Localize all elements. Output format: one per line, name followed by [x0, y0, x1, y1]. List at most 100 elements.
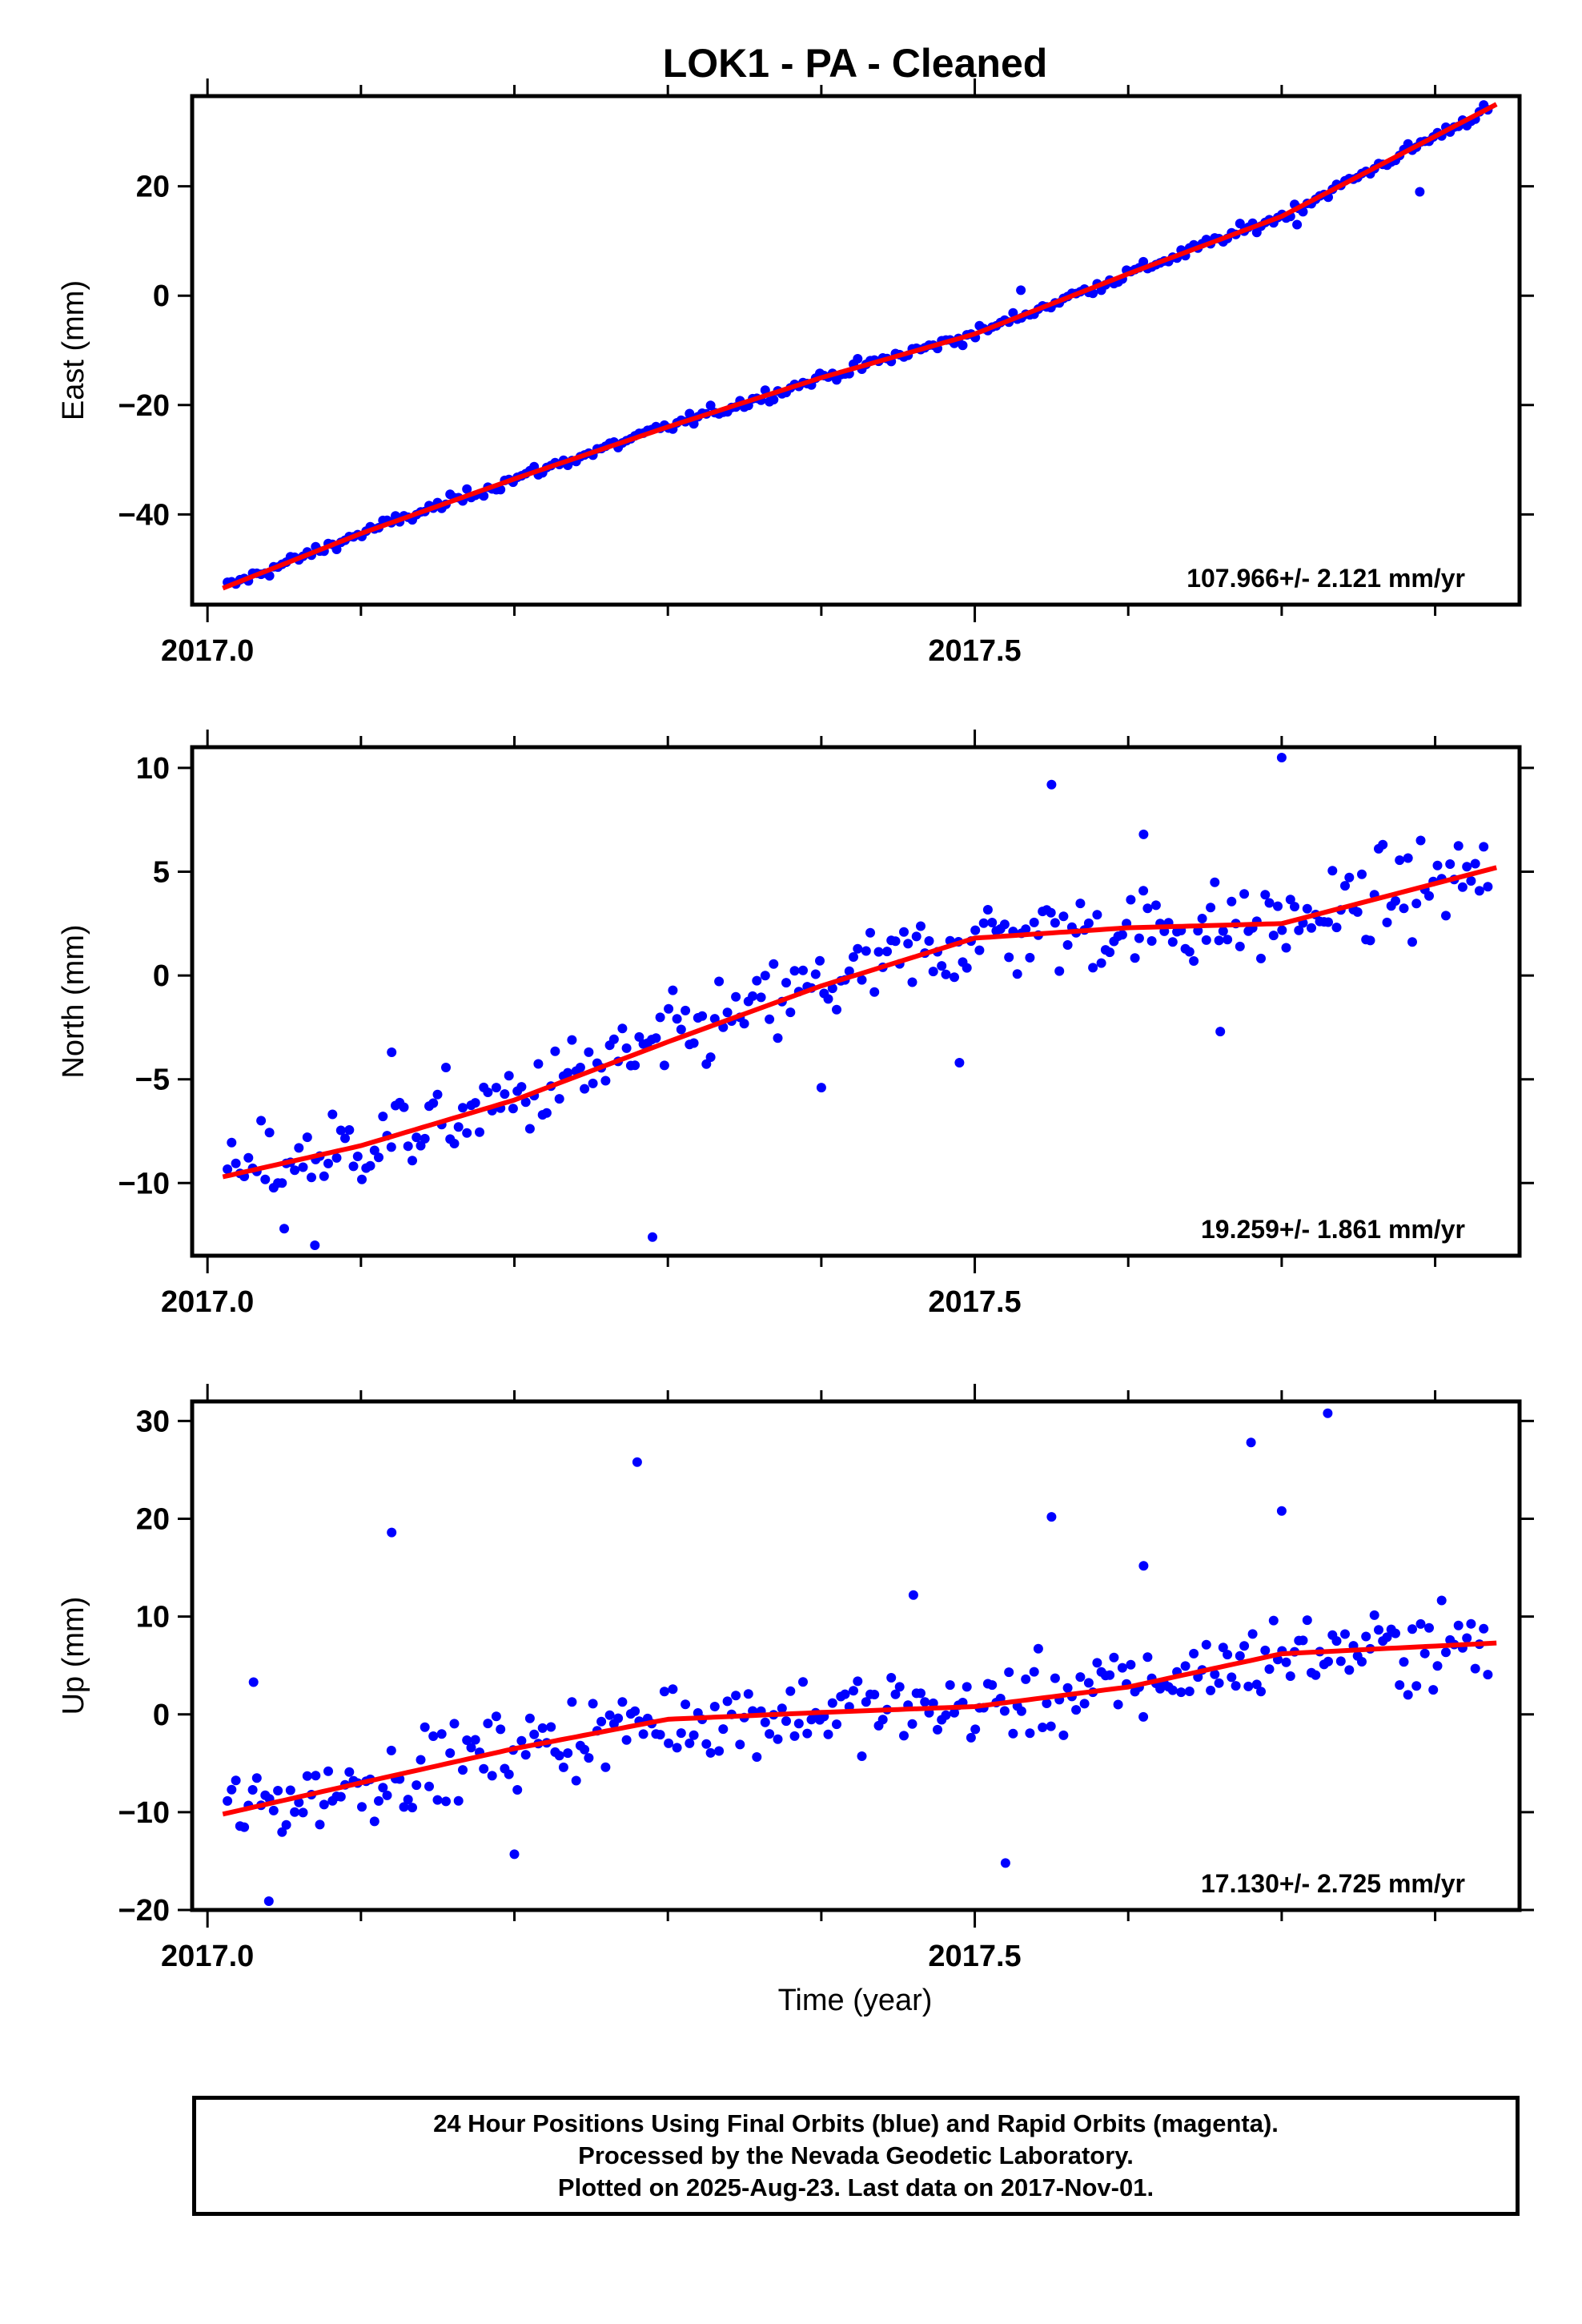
data-point	[563, 1748, 573, 1759]
y-tick-label: 0	[153, 1699, 170, 1732]
data-point	[458, 1765, 468, 1775]
data-point	[832, 1004, 841, 1015]
data-point	[281, 1819, 291, 1830]
data-point	[1243, 1681, 1254, 1691]
data-point	[890, 936, 901, 947]
data-point	[756, 992, 766, 1003]
data-point	[520, 1750, 531, 1760]
data-point	[223, 1164, 233, 1174]
data-point	[1378, 839, 1388, 850]
data-point	[1285, 895, 1295, 905]
data-point	[1419, 1648, 1430, 1659]
data-point	[516, 1082, 527, 1092]
plot-frame	[190, 745, 1522, 1258]
data-point	[1415, 835, 1426, 846]
data-point	[227, 1784, 237, 1795]
data-point	[323, 1158, 333, 1168]
data-point	[1134, 933, 1144, 943]
data-point	[659, 1687, 669, 1697]
data-point	[251, 1773, 262, 1783]
data-point	[1150, 900, 1161, 911]
data-point	[823, 1729, 833, 1739]
data-point	[1457, 882, 1468, 892]
data-point	[537, 1723, 548, 1733]
data-point	[668, 985, 678, 995]
data-point	[1000, 1858, 1010, 1868]
data-point	[331, 545, 342, 554]
data-point	[982, 905, 993, 915]
data-point	[1374, 1625, 1383, 1635]
y-tick-label: 10	[136, 752, 170, 786]
data-point	[664, 1738, 674, 1748]
data-point	[1058, 911, 1069, 922]
data-point	[1399, 903, 1409, 914]
data-point	[424, 1781, 434, 1791]
x-tick-label: 2017.5	[928, 1940, 1021, 1973]
data-point	[789, 966, 800, 976]
data-point	[483, 1719, 493, 1729]
data-point	[1290, 902, 1299, 912]
data-point	[344, 1767, 355, 1777]
data-point	[1391, 1628, 1400, 1638]
data-point	[1142, 903, 1153, 914]
data-point	[1105, 1670, 1115, 1680]
data-point	[1246, 1437, 1256, 1448]
data-point	[1483, 882, 1493, 892]
data-point	[1277, 925, 1287, 935]
data-point	[769, 395, 779, 404]
data-point	[865, 927, 875, 938]
data-point	[1083, 918, 1094, 928]
data-point	[1331, 923, 1342, 933]
data-point	[655, 1012, 665, 1023]
data-point	[558, 1762, 568, 1772]
data-point	[798, 965, 808, 975]
data-point	[916, 921, 926, 931]
data-point	[890, 1689, 901, 1699]
data-point	[1029, 1667, 1039, 1677]
data-point	[1126, 895, 1136, 905]
data-point	[1294, 925, 1304, 935]
data-point	[1218, 926, 1228, 936]
data-point	[1344, 872, 1355, 883]
data-point	[621, 1043, 632, 1053]
data-point	[479, 1763, 489, 1774]
rate-label: 17.130+/- 2.725 mm/yr	[1201, 1869, 1465, 1898]
data-point	[743, 1689, 753, 1699]
data-point	[588, 1699, 598, 1709]
data-point	[378, 1783, 388, 1793]
data-point	[1327, 866, 1338, 876]
data-point	[279, 1224, 289, 1234]
data-point	[412, 1132, 422, 1143]
data-point	[567, 1035, 577, 1045]
data-point	[861, 946, 871, 956]
data-point	[877, 1715, 888, 1725]
data-point	[1462, 862, 1472, 872]
y-axis-label: Up (mm)	[57, 1597, 90, 1715]
data-point	[508, 1104, 518, 1114]
data-point	[853, 943, 863, 954]
data-point	[596, 1716, 607, 1727]
data-point	[563, 1068, 573, 1078]
data-point	[369, 1816, 379, 1827]
data-point	[752, 975, 762, 986]
data-point	[512, 1785, 523, 1795]
data-point	[571, 1775, 581, 1786]
data-point	[705, 400, 716, 411]
data-point	[1307, 923, 1316, 933]
data-point	[655, 1730, 665, 1740]
data-point	[264, 571, 275, 581]
y-tick-label: −40	[118, 498, 170, 532]
data-point	[491, 1711, 501, 1722]
data-point	[907, 1719, 917, 1729]
data-point	[420, 1133, 430, 1144]
data-point	[1050, 918, 1060, 928]
data-point	[722, 1007, 733, 1018]
data-point	[714, 1746, 725, 1756]
data-point	[1382, 1632, 1392, 1642]
data-point	[1331, 1636, 1342, 1647]
data-point	[1436, 1595, 1447, 1606]
scatter-points	[223, 753, 1493, 1250]
data-point	[1062, 940, 1073, 950]
chart-title: LOK1 - PA - Cleaned	[663, 41, 1048, 86]
data-point	[1210, 1669, 1220, 1679]
